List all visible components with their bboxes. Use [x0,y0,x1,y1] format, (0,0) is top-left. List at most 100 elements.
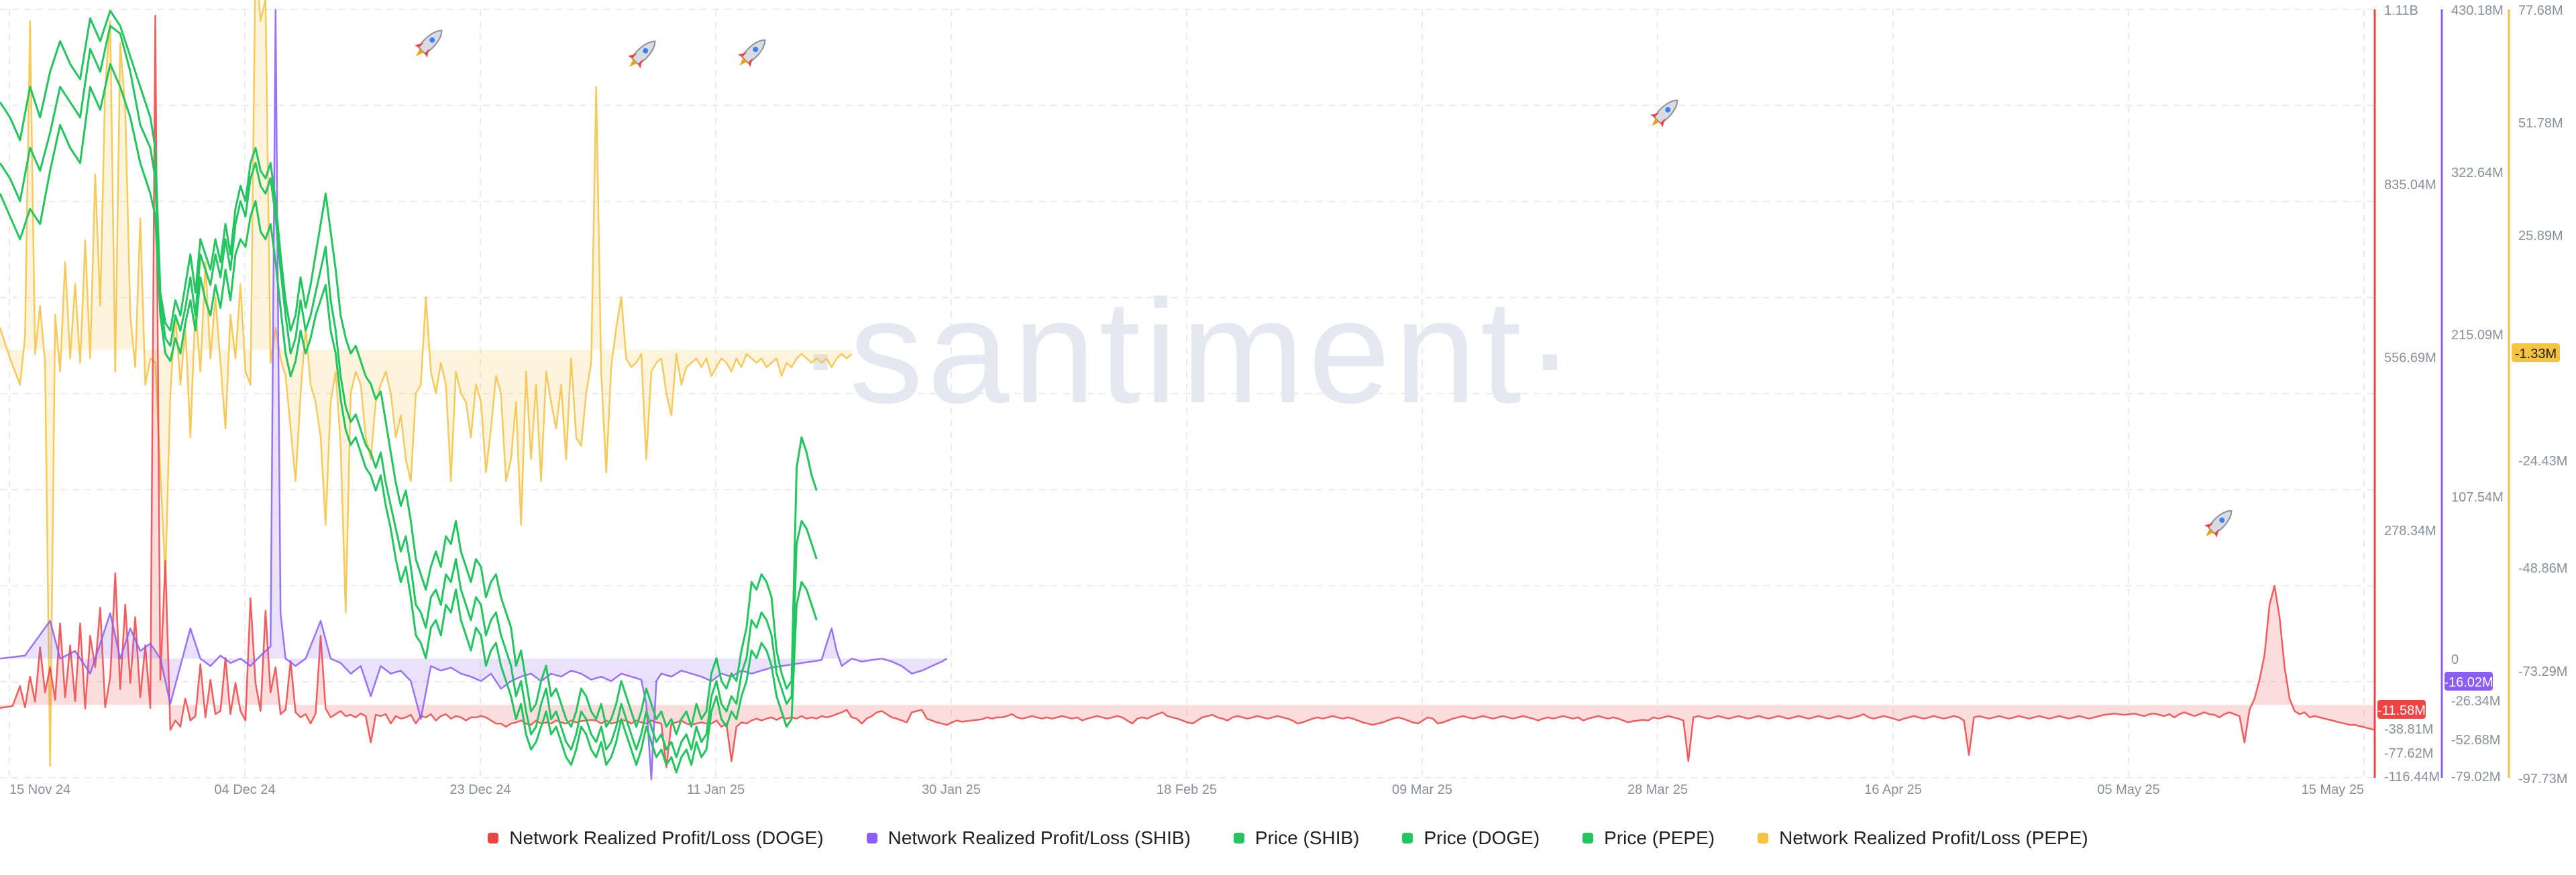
x-tick-label: 18 Feb 25 [1157,782,1217,797]
axis-tick-label: 430.18M [2451,3,2504,18]
legend-item[interactable]: Network Realized Profit/Loss (PEPE) [1758,827,2088,849]
legend-swatch [866,833,877,843]
series-5 [0,0,853,767]
x-axis: 15 Nov 24 04 Dec 24 23 Dec 24 11 Jan 25 30 J… [9,782,2364,797]
axis-tick-label: -116.44M [2384,770,2440,784]
x-tick-label: 09 Mar 25 [1392,782,1452,797]
x-tick-label: 16 Apr 25 [1864,782,1922,797]
rocket-window [753,46,759,52]
rocket-fins [628,54,643,68]
legend-label: Price (DOGE) [1424,827,1540,848]
legend-swatch [1582,833,1594,843]
legend-swatch [1758,833,1769,843]
axis-tick-label: -48.86M [2518,561,2567,576]
x-tick-label: 11 Jan 25 [687,782,745,797]
series-2 [0,25,818,758]
rocket-icon [2204,510,2233,538]
legend-label: Price (PEPE) [1604,827,1715,848]
rocket-icon [628,40,656,68]
x-tick-label: 15 Nov 24 [9,782,70,797]
series-line [0,9,818,736]
rocket-icon [1650,99,1678,127]
axis-tick-label: 278.34M [2384,524,2436,538]
rocket-icon [738,39,766,67]
grid [0,9,2375,778]
x-tick-label: 23 Dec 24 [449,782,511,797]
x-tick-label: 05 May 25 [2097,782,2159,797]
axis-pepe_pl: 77.68M 51.78M 25.89M -1.33M -24.43M -48.86M -7… [2508,3,2567,786]
legend-label: Network Realized Profit/Loss (PEPE) [1779,827,2088,848]
series-1 [0,9,948,780]
rocket-window [2219,517,2225,523]
legend-swatch [1402,833,1413,843]
x-tick-label: 28 Mar 25 [1627,782,1688,797]
rocket-window [1665,107,1671,113]
series-3 [0,63,818,774]
axis-tick-label: 1.11B [2384,3,2418,18]
series-4 [0,9,818,736]
axis-badge-label: -16.02M [2444,675,2493,690]
axis-badge-label: -1.33M [2515,347,2557,361]
axis-tick-label: -26.34M [2451,694,2500,709]
series-group [0,0,2375,780]
series-line [0,0,853,767]
axis-tick-label: 556.69M [2384,351,2436,365]
legend-label: Network Realized Profit/Loss (SHIB) [888,827,1191,848]
legend: Network Realized Profit/Loss (DOGE) Netwo… [0,823,2576,853]
legend-item[interactable]: Price (DOGE) [1402,827,1540,849]
legend-label: Network Realized Profit/Loss (DOGE) [509,827,824,848]
rocket-fins [738,52,753,67]
legend-item[interactable]: Network Realized Profit/Loss (DOGE) [488,827,824,849]
axis-tick-label: -24.43M [2518,454,2567,469]
axis-doge_pl: 1.11B 835.04M 556.69M 278.34M -11.58M -38.81M… [2373,3,2440,784]
axis-tick-label: 77.68M [2518,3,2563,18]
axis-tick-label: -79.02M [2451,770,2500,784]
watermark: ·santiment· [796,269,1578,434]
series-0 [0,15,2375,768]
rocket-fins [1650,113,1665,127]
series-line [0,9,948,780]
axis-tick-label: 322.64M [2451,166,2504,180]
axis-tick-label: 215.09M [2451,328,2504,343]
rocket-flame [2206,528,2214,536]
rocket-window [643,48,649,54]
axis-tick-label: -77.62M [2384,746,2433,761]
axis-tick-label: -52.68M [2451,733,2500,748]
series-line [0,63,818,774]
axis-tick-label: -38.81M [2384,722,2433,737]
axis-tick-label: 25.89M [2518,229,2563,243]
rocket-flame [629,59,637,67]
series-line [0,25,818,758]
legend-swatch [1233,833,1244,843]
rocket-flame [416,48,424,56]
axis-tick-label: -97.73M [2518,772,2567,786]
series-line [0,15,2375,768]
markers [415,30,2233,538]
legend-swatch [488,833,499,843]
x-tick-label: 04 Dec 24 [214,782,275,797]
legend-label: Price (SHIB) [1254,827,1360,848]
rocket-window [429,37,435,43]
rocket-flame [739,58,747,66]
axis-shib_pl: 430.18M 322.64M 215.09M 107.54M 0 -16.02M -26.… [2440,3,2504,784]
axis-tick-label: 0 [2451,652,2459,667]
axis-badge-label: -11.58M [2377,703,2426,718]
x-tick-label: 15 May 25 [2302,782,2364,797]
x-tick-label: 30 Jan 25 [922,782,981,797]
legend-item[interactable]: Network Realized Profit/Loss (SHIB) [866,827,1191,849]
rocket-icon [415,30,443,58]
axis-badge [2445,672,2493,691]
rocket-fins [415,43,429,58]
axis-badge [2512,343,2560,362]
axis-tick-label: 51.78M [2518,116,2563,131]
axis-tick-label: 107.54M [2451,490,2504,505]
rocket-fins [2204,523,2219,538]
axis-tick-label: 835.04M [2384,178,2436,192]
axis-badge [2377,700,2426,719]
axis-tick-label: -73.29M [2518,664,2567,679]
legend-item[interactable]: Price (SHIB) [1233,827,1360,849]
rocket-flame [1652,118,1660,126]
legend-item[interactable]: Price (PEPE) [1582,827,1715,849]
